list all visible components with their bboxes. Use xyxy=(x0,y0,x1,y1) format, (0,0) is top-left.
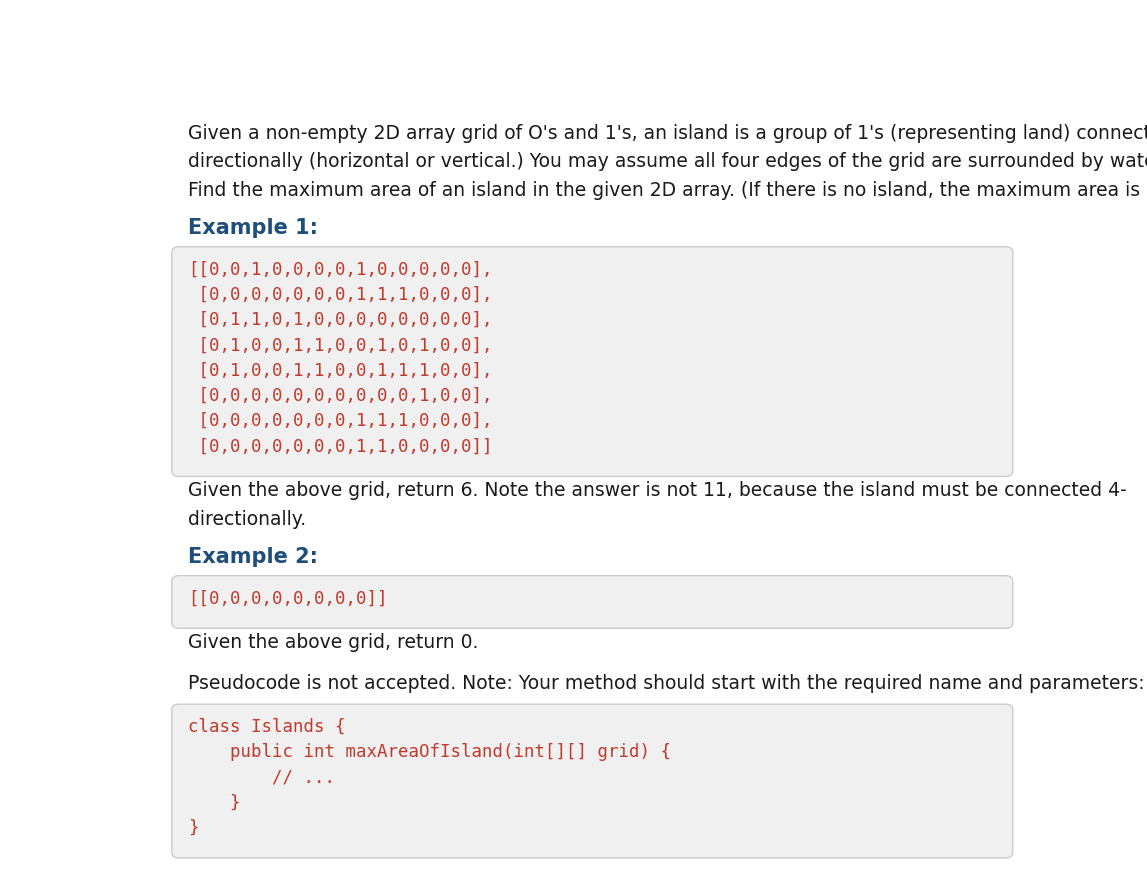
Text: [0,1,0,0,1,1,0,0,1,1,1,0,0],: [0,1,0,0,1,1,0,0,1,1,1,0,0], xyxy=(188,361,492,379)
Text: Given a non-empty 2D array grid of O's and 1's, an island is a group of 1's (rep: Given a non-empty 2D array grid of O's a… xyxy=(188,123,1147,143)
Text: class Islands {: class Islands { xyxy=(188,718,345,736)
Text: [0,0,0,0,0,0,0,1,1,1,0,0,0],: [0,0,0,0,0,0,0,1,1,1,0,0,0], xyxy=(188,286,492,304)
Text: Example 2:: Example 2: xyxy=(188,547,318,567)
Text: Example 1:: Example 1: xyxy=(188,218,318,238)
Text: Given the above grid, return 6. Note the answer is not 11, because the island mu: Given the above grid, return 6. Note the… xyxy=(188,481,1126,500)
FancyBboxPatch shape xyxy=(172,247,1013,477)
Text: public int maxAreaOfIsland(int[][] grid) {: public int maxAreaOfIsland(int[][] grid)… xyxy=(188,743,671,761)
FancyBboxPatch shape xyxy=(172,704,1013,858)
Text: // ...: // ... xyxy=(188,768,335,787)
Text: [0,0,0,0,0,0,0,1,1,1,0,0,0],: [0,0,0,0,0,0,0,1,1,1,0,0,0], xyxy=(188,412,492,430)
Text: Pseudocode is not accepted. Note: Your method should start with the required nam: Pseudocode is not accepted. Note: Your m… xyxy=(188,674,1145,693)
Text: [0,0,0,0,0,0,0,1,1,0,0,0,0]]: [0,0,0,0,0,0,0,1,1,0,0,0,0]] xyxy=(188,438,492,456)
Text: directionally.: directionally. xyxy=(188,510,306,529)
Text: }: } xyxy=(188,794,241,812)
Text: Find the maximum area of an island in the given 2D array. (If there is no island: Find the maximum area of an island in th… xyxy=(188,181,1147,200)
FancyBboxPatch shape xyxy=(172,575,1013,629)
Text: [[0,0,1,0,0,0,0,1,0,0,0,0,0],: [[0,0,1,0,0,0,0,1,0,0,0,0,0], xyxy=(188,260,492,279)
Text: [0,1,1,0,1,0,0,0,0,0,0,0,0],: [0,1,1,0,1,0,0,0,0,0,0,0,0], xyxy=(188,311,492,329)
Text: [0,0,0,0,0,0,0,0,0,0,1,0,0],: [0,0,0,0,0,0,0,0,0,0,1,0,0], xyxy=(188,387,492,405)
Text: [0,1,0,0,1,1,0,0,1,0,1,0,0],: [0,1,0,0,1,1,0,0,1,0,1,0,0], xyxy=(188,337,492,354)
Text: directionally (horizontal or vertical.) You may assume all four edges of the gri: directionally (horizontal or vertical.) … xyxy=(188,153,1147,171)
Text: [[0,0,0,0,0,0,0,0]]: [[0,0,0,0,0,0,0,0]] xyxy=(188,590,388,607)
Text: }: } xyxy=(188,819,198,837)
Text: Given the above grid, return 0.: Given the above grid, return 0. xyxy=(188,633,478,652)
